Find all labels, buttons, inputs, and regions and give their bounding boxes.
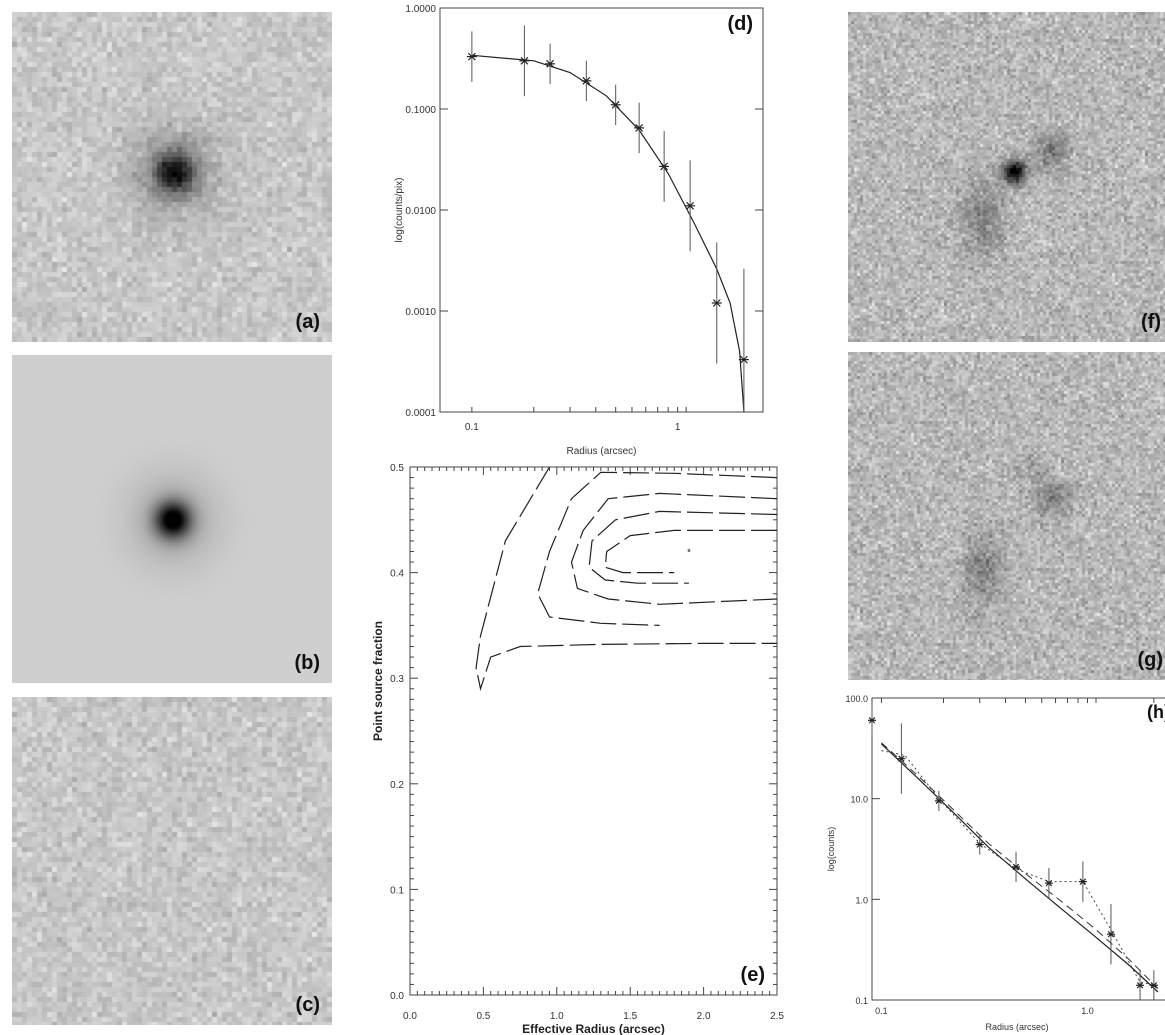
y-tick-label-d: 1.0000 — [405, 4, 436, 15]
panel-f: (f) — [848, 12, 1165, 342]
contour-e-3 — [588, 510, 778, 584]
data-point-h — [897, 755, 906, 762]
y-tick-label-d: 0.0001 — [405, 408, 436, 419]
plot-frame-d — [439, 7, 764, 413]
data-point-d — [659, 162, 670, 171]
data-point-d — [711, 299, 722, 307]
y-tick-label-e: 0.0 — [390, 991, 404, 1002]
best-fit-marker-e: * — [687, 547, 691, 558]
image-a — [12, 12, 332, 342]
data-point-d — [581, 76, 592, 85]
contour-e-4 — [604, 529, 777, 574]
y-axis-label-h: log(counts) — [826, 827, 836, 872]
x-axis-label-d: Radius (arcsec) — [566, 446, 636, 457]
panel-e-label: (e) — [741, 964, 765, 986]
panel-a-label: (a) — [295, 311, 320, 333]
data-point-h — [1078, 878, 1087, 885]
y-tick-label-d: 0.0010 — [405, 307, 436, 318]
data-point-d — [738, 355, 749, 364]
x-tick-label-e: 2.5 — [770, 1011, 784, 1022]
data-point-h — [1106, 931, 1115, 938]
x-tick-label-h: 0.1 — [875, 1006, 888, 1016]
x-tick-label-e: 0.5 — [476, 1011, 490, 1022]
x-tick-label-d: 1 — [675, 422, 681, 433]
panel-a: (a) — [12, 12, 332, 342]
x-tick-label-e: 2.0 — [697, 1011, 711, 1022]
data-point-d — [466, 52, 477, 61]
contour-e-1 — [537, 471, 778, 626]
y-tick-label-h: 100.0 — [845, 694, 868, 704]
data-point-h — [975, 841, 984, 848]
data-point-d — [545, 59, 556, 68]
y-tick-label-e: 0.5 — [390, 463, 404, 474]
image-c — [12, 697, 332, 1025]
y-axis-label-e: Point source fraction — [371, 621, 385, 741]
contour-e-2 — [570, 492, 778, 605]
data-point-h — [1012, 863, 1021, 871]
panel-g: (g) — [848, 352, 1165, 680]
y-axis-label-d: log(counts/pix) — [394, 177, 405, 242]
model-line-h — [880, 743, 1159, 993]
y-tick-label-d: 0.1000 — [405, 105, 436, 116]
contour-e-0 — [475, 466, 777, 692]
panel-b-label: (b) — [294, 652, 320, 674]
image-b — [12, 355, 332, 683]
image-f — [848, 12, 1165, 342]
x-tick-label-d: 0.1 — [465, 422, 479, 433]
image-g — [848, 352, 1165, 680]
model-line-d — [471, 54, 745, 413]
panel-c: (c) — [12, 697, 332, 1025]
panel-b: (b) — [12, 355, 332, 683]
data-point-d — [519, 56, 530, 65]
x-tick-label-h: 1.0 — [1081, 1006, 1094, 1016]
x-tick-label-e: 0.0 — [403, 1011, 417, 1022]
y-tick-label-e: 0.1 — [390, 885, 404, 896]
x-tick-label-e: 1.5 — [623, 1011, 637, 1022]
panel-f-label: (f) — [1141, 311, 1161, 333]
chart-e: 0.0 0.5 1.0 1.5 2.0 2.5 0.0 0.1 0.2 0.3 0.4 0.5 Effe… — [371, 463, 784, 1035]
y-tick-label-e: 0.2 — [390, 780, 404, 791]
dotted-line-h — [881, 750, 1159, 986]
y-tick-label-h: 1.0 — [855, 895, 868, 905]
x-tick-label-e: 1.0 — [550, 1011, 564, 1022]
data-point-d — [610, 100, 621, 109]
dashed-line-h — [881, 742, 1159, 989]
data-point-h — [868, 717, 876, 724]
x-axis-label-e: Effective Radius (arcsec) — [522, 1022, 665, 1035]
y-tick-label-d: 0.0100 — [405, 206, 436, 217]
data-point-d — [685, 201, 696, 210]
y-tick-label-e: 0.3 — [390, 674, 404, 685]
plot-frame-h — [871, 697, 1165, 1001]
panel-d-label: (d) — [727, 13, 753, 35]
data-point-h — [934, 797, 943, 805]
panel-h-label: (h) — [1147, 702, 1165, 722]
chart-d: 1.0000 0.1000 0.0100 0.0010 0.0001 0.1 1 Radius… — [394, 4, 764, 457]
data-point-h — [1149, 982, 1158, 989]
y-tick-label-e: 0.4 — [390, 569, 404, 580]
x-axis-label-h: Radius (arcsec) — [985, 1022, 1048, 1032]
panel-g-label: (g) — [1137, 649, 1163, 671]
data-point-h — [1044, 879, 1053, 887]
chart-h: 100.0 10.0 1.0 0.1 0.1 1.0 Radius (arcsec) log(… — [826, 694, 1165, 1032]
y-tick-label-h: 10.0 — [850, 795, 868, 805]
data-point-h — [1136, 982, 1145, 989]
data-point-d — [634, 123, 645, 132]
y-tick-label-h: 0.1 — [855, 996, 868, 1006]
plot-frame-e — [409, 466, 778, 996]
panel-c-label: (c) — [295, 994, 320, 1016]
